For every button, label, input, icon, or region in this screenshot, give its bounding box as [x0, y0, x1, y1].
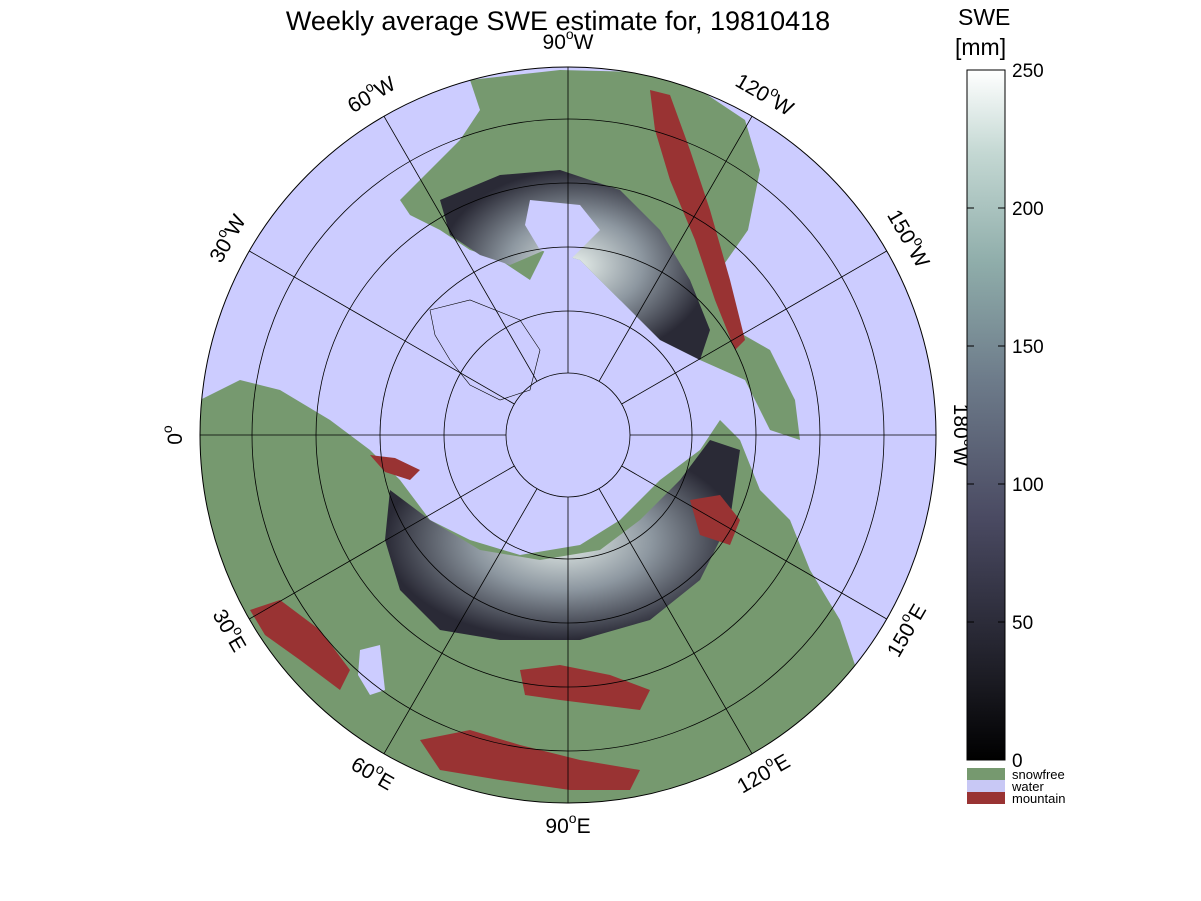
meridian-line	[249, 465, 515, 620]
mountains-scandinavia	[370, 455, 420, 480]
colorbar-gradient	[966, 69, 1006, 761]
longitude-label: 90oE	[545, 810, 590, 838]
colorbar-unit-line2: [mm]	[955, 34, 1006, 60]
meridian-line	[621, 465, 887, 620]
meridian-line	[383, 488, 538, 754]
colorbar-tick-label: 100	[1012, 475, 1044, 496]
snow-band-eurasia	[385, 440, 740, 640]
meridian-line	[249, 250, 515, 405]
meridian-lines	[200, 67, 936, 803]
colorbar: SWE [mm] 0 50 100 150 200 250 snowfreewatermo…	[955, 4, 1065, 806]
category-swatch	[967, 768, 1005, 780]
category-swatch	[967, 792, 1005, 804]
mountains-himalaya	[420, 730, 640, 790]
colorbar-ticks: 0 50 100 150 200 250	[967, 61, 1044, 772]
category-swatch	[967, 780, 1005, 792]
longitude-label: 60oW	[341, 68, 399, 118]
polar-map	[199, 66, 937, 804]
water-caspian	[358, 645, 385, 695]
colorbar-tick-label: 50	[1012, 613, 1033, 634]
meridian-line	[621, 250, 887, 405]
chart-title: Weekly average SWE estimate for, 1981041…	[286, 6, 830, 36]
meridian-line	[383, 116, 538, 382]
longitude-label: 30oW	[201, 208, 251, 266]
mountains-rockies	[650, 90, 745, 350]
colorbar-tick-label: 250	[1012, 61, 1044, 82]
colorbar-unit-line1: SWE	[958, 4, 1010, 30]
longitude-label: 0o	[159, 425, 187, 445]
meridian-line	[598, 488, 753, 754]
snow-band-north-america	[440, 170, 710, 360]
land-layer	[200, 70, 860, 803]
colorbar-tick-label: 200	[1012, 199, 1044, 220]
colorbar-tick-label: 0	[1012, 751, 1023, 772]
mountains-central-asia	[520, 665, 650, 710]
landmass-greenland	[429, 299, 541, 401]
category-label: snowfree	[1012, 767, 1065, 782]
category-label: water	[1011, 779, 1044, 794]
longitude-label: 90oW	[543, 26, 594, 54]
map-border	[199, 66, 937, 804]
water-hudson-bay	[525, 200, 600, 260]
meridian-line	[598, 116, 753, 382]
colorbar-tick-label: 150	[1012, 337, 1044, 358]
mountains-alps	[250, 600, 350, 690]
category-label: mountain	[1012, 791, 1065, 806]
